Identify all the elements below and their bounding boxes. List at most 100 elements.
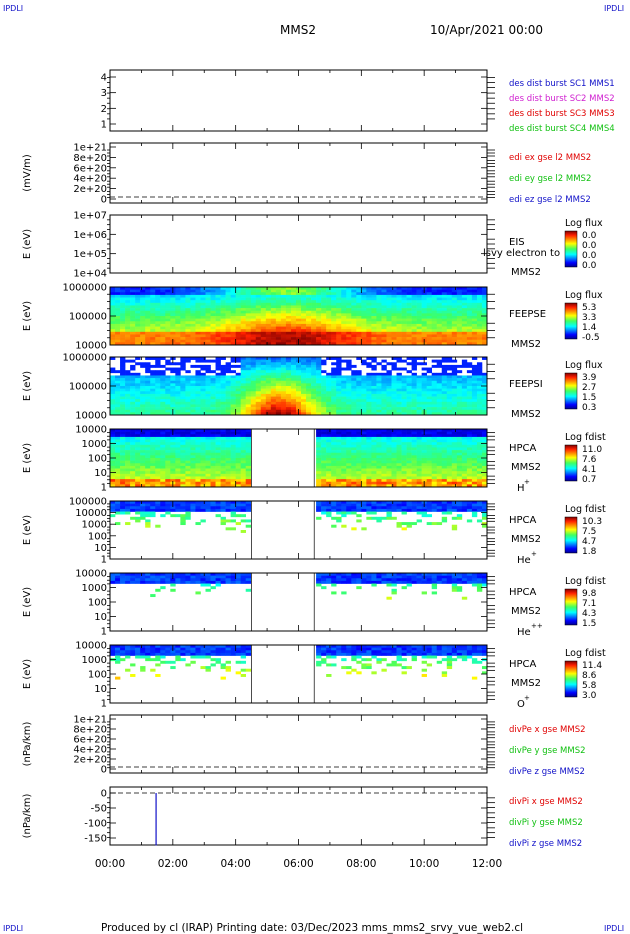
spectrogram-cell xyxy=(426,458,433,461)
spectrogram-cell xyxy=(110,339,116,343)
spectrogram-cell xyxy=(426,388,433,392)
y-axis-label: E (eV) xyxy=(22,371,33,401)
spectrogram-cell xyxy=(270,375,277,379)
spectrogram-cell xyxy=(346,316,352,319)
spectrogram-cell xyxy=(210,481,216,485)
spectrogram-cell xyxy=(130,473,136,477)
spectrogram-cell xyxy=(306,292,312,296)
spectrogram-cell xyxy=(346,302,352,306)
spectrogram-cell xyxy=(155,331,161,335)
spectrogram-cell xyxy=(225,329,231,333)
spectrogram-cell xyxy=(135,468,141,472)
spectrogram-cell xyxy=(215,364,221,368)
spectrogram-cell xyxy=(411,452,417,456)
panel-frame xyxy=(109,142,488,204)
spectrogram-cell xyxy=(125,476,131,480)
spectrogram-cell xyxy=(361,339,367,343)
spectrogram-cell xyxy=(125,331,131,335)
spectrogram-cell xyxy=(301,380,307,384)
spectrogram-cell xyxy=(295,386,302,389)
spectrogram-cell xyxy=(456,375,463,379)
spectrogram-cell xyxy=(220,404,226,408)
spectrogram-cell xyxy=(145,463,151,467)
spectrogram-cell xyxy=(461,407,468,411)
spectrogram-cell xyxy=(290,359,297,363)
spectrogram-cell xyxy=(326,439,332,443)
spectrogram-cell xyxy=(311,364,317,368)
spectrogram-cell xyxy=(441,300,448,304)
spectrogram-cell xyxy=(155,442,161,446)
spectrogram-cell xyxy=(235,476,241,480)
spectrogram-cell xyxy=(396,444,402,448)
spectrogram-cell xyxy=(125,404,131,408)
spectrogram-cell xyxy=(476,404,483,408)
spectrogram-cell xyxy=(220,331,226,335)
spectrogram-cell xyxy=(426,292,433,296)
spectrogram-cell xyxy=(135,396,141,400)
spectrogram-cell xyxy=(401,447,407,451)
spectrogram-cell xyxy=(175,334,181,338)
spectrogram-cell xyxy=(341,434,347,438)
spectrogram-cell xyxy=(426,339,433,343)
spectrogram-cell xyxy=(235,357,241,360)
spectrogram-cell xyxy=(401,391,407,395)
spectrogram-cell xyxy=(391,294,397,298)
spectrogram-cell xyxy=(401,323,407,327)
spectrogram-cell xyxy=(210,465,216,469)
instrument-label: FEEPSE xyxy=(509,309,546,320)
spectrogram-cell xyxy=(371,465,377,469)
spectrogram-cell xyxy=(426,476,433,480)
spectrogram-cell xyxy=(290,367,297,371)
spectrogram-cell xyxy=(426,326,433,330)
spectrogram-cell xyxy=(270,380,277,384)
spectrogram-cell xyxy=(155,292,161,296)
spectrogram-cell xyxy=(361,289,367,293)
spectrogram-cell xyxy=(321,375,327,379)
spectrogram-cell xyxy=(331,378,337,382)
spectrogram-cell xyxy=(441,364,448,368)
spectrogram-cell xyxy=(145,409,151,413)
spectrogram-cell xyxy=(110,370,116,374)
spectrogram-cell xyxy=(401,287,407,290)
spectrogram-cell xyxy=(155,524,161,528)
spectrogram-cell xyxy=(416,378,422,382)
spectrogram-cell xyxy=(381,359,387,363)
spectrogram-cell xyxy=(426,318,433,322)
spectrogram-cell xyxy=(240,308,247,312)
spectrogram-cell xyxy=(215,342,221,346)
spectrogram-cell xyxy=(446,434,453,438)
spectrogram-cell xyxy=(401,308,407,312)
spectrogram-cell xyxy=(376,334,382,338)
spectrogram-cell xyxy=(471,471,478,475)
spectrogram-cell xyxy=(115,401,121,405)
spectrogram-cell xyxy=(200,305,206,309)
spectrogram-cell xyxy=(366,476,372,480)
spectrogram-cell xyxy=(441,316,448,319)
spectrogram-cell xyxy=(165,339,171,343)
spectrogram-cell xyxy=(371,401,377,405)
spectrogram-cell xyxy=(280,339,287,343)
spectrogram-cell xyxy=(381,436,387,440)
spectrogram-cell xyxy=(426,429,433,432)
spectrogram-cell xyxy=(140,436,146,440)
spectrogram-cell xyxy=(356,339,362,343)
colorbar-title: Log flux xyxy=(565,290,603,301)
spectrogram-cell xyxy=(346,294,352,298)
spectrogram-cell xyxy=(326,383,332,387)
spectrogram-cell xyxy=(451,396,458,400)
spectrogram-cell xyxy=(260,294,267,298)
spectrogram-cell xyxy=(160,481,166,485)
spectrogram-cell xyxy=(210,378,216,382)
spectrogram-cell xyxy=(285,334,292,338)
spectrogram-cell xyxy=(361,444,367,448)
spectrogram-cell xyxy=(135,337,141,341)
spectrogram-cell xyxy=(361,362,367,366)
spectrogram-cell xyxy=(245,463,252,467)
spectrogram-cell xyxy=(411,479,417,483)
spectrogram-cell xyxy=(175,447,181,451)
spectrogram-cell xyxy=(295,401,302,405)
species-label: H xyxy=(517,483,525,494)
spectrogram-cell xyxy=(155,393,161,397)
spectrogram-cell xyxy=(185,302,191,306)
spectrogram-cell xyxy=(406,412,412,416)
